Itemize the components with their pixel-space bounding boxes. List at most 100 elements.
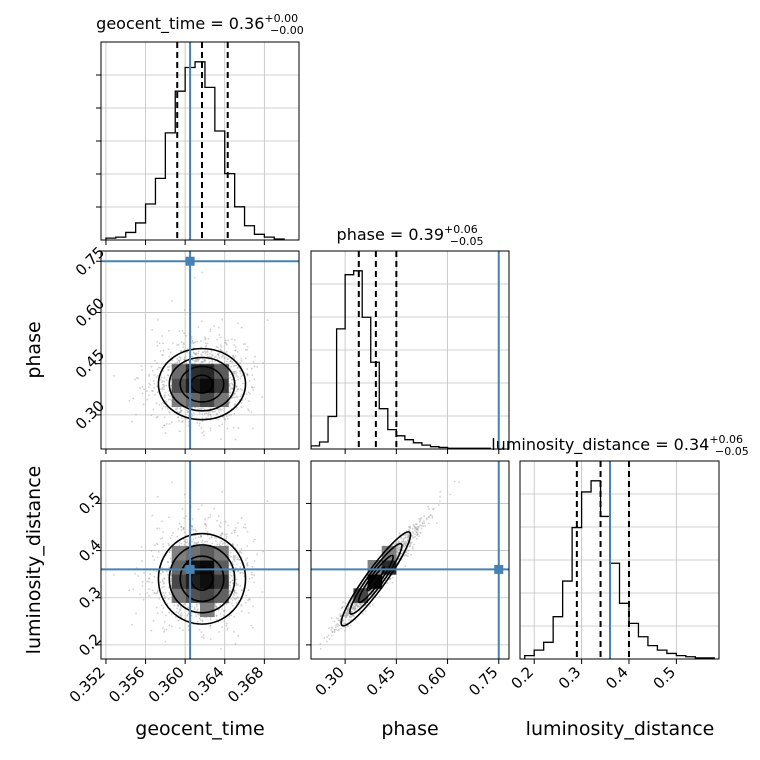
sample-point (163, 629, 166, 631)
sample-point (233, 371, 236, 373)
sample-point (402, 534, 405, 537)
sample-point (165, 422, 168, 425)
sample-point (232, 370, 235, 373)
sample-point (232, 384, 234, 386)
sample-point (262, 362, 264, 364)
sample-point (246, 563, 248, 566)
sample-point (229, 360, 232, 363)
sample-point (196, 542, 199, 545)
sample-point (233, 396, 236, 399)
panel-frame (100, 250, 300, 450)
sample-point (148, 594, 150, 597)
sample-point (209, 617, 212, 619)
sample-point (178, 361, 181, 363)
density-cell (214, 378, 229, 393)
sample-point (439, 490, 442, 493)
sample-point (164, 432, 167, 435)
sample-point (401, 549, 404, 552)
density-cell (200, 392, 215, 408)
sample-point (240, 548, 243, 550)
sample-point (236, 544, 239, 547)
sample-point (163, 385, 166, 388)
sample-point (400, 540, 403, 543)
sample-point (217, 418, 220, 421)
sample-point (240, 571, 242, 574)
sample-point (428, 508, 431, 510)
sample-point (209, 427, 212, 430)
sample-point (246, 561, 249, 564)
tick-label-y-luminosity_distance: 0.5 (75, 489, 105, 519)
sample-point (155, 376, 158, 379)
sample-point (180, 410, 183, 412)
sample-point (235, 385, 238, 388)
sample-point (345, 614, 348, 617)
sample-point (232, 544, 235, 547)
tick-label-y-luminosity_distance: 0.4 (75, 536, 105, 566)
sample-point (412, 532, 414, 535)
sample-point (234, 346, 237, 349)
sample-point (163, 380, 165, 383)
sample-point (228, 394, 231, 397)
sample-point (204, 338, 206, 341)
sample-point (158, 527, 161, 530)
sample-point (239, 377, 242, 380)
sample-point (228, 399, 231, 402)
sample-point (403, 541, 406, 544)
sample-point (180, 350, 182, 352)
sample-point (350, 610, 353, 613)
sample-point (169, 351, 172, 354)
sample-point (417, 529, 419, 531)
sample-point (178, 541, 181, 544)
sample-point (413, 543, 415, 546)
sample-point (230, 338, 233, 341)
sample-point (161, 611, 164, 614)
sample-point (148, 394, 150, 397)
sample-point (350, 611, 353, 613)
sample-point (177, 360, 179, 362)
sample-point (220, 535, 223, 537)
sample-point (236, 396, 239, 399)
sample-point (236, 367, 239, 369)
sample-point (407, 532, 410, 535)
sample-point (232, 354, 235, 357)
sample-point (202, 434, 205, 437)
sample-point (244, 343, 246, 345)
sample-point (185, 515, 187, 518)
sample-point (396, 547, 399, 550)
sample-point (219, 612, 222, 615)
sample-point (237, 388, 239, 391)
sample-point (178, 627, 181, 629)
sample-point (389, 577, 392, 580)
sample-point (241, 389, 244, 392)
sample-point (230, 414, 232, 416)
sample-point (179, 411, 181, 413)
sample-point (186, 409, 189, 412)
sample-point (233, 594, 236, 597)
sample-point (221, 532, 223, 535)
sample-point (357, 605, 360, 608)
sample-point (344, 615, 346, 618)
sample-point (231, 542, 234, 545)
sample-point (167, 369, 170, 371)
sample-point (161, 520, 164, 523)
sample-point (204, 359, 207, 362)
sample-point (239, 372, 242, 375)
sample-point (246, 346, 249, 348)
sample-point (233, 531, 236, 534)
sample-point (168, 369, 170, 371)
sample-point (234, 598, 237, 601)
sample-point (200, 536, 202, 538)
sample-point (386, 582, 389, 584)
sample-point (161, 381, 163, 384)
sample-point (235, 390, 238, 393)
sample-point (416, 528, 419, 531)
sample-point (237, 378, 240, 381)
sample-point (172, 342, 174, 344)
sample-point (224, 533, 226, 536)
sample-point (163, 577, 166, 580)
sample-point (244, 348, 247, 351)
sample-point (146, 592, 149, 594)
sample-point (178, 411, 181, 414)
sample-point (228, 577, 231, 579)
sample-point (198, 408, 200, 411)
